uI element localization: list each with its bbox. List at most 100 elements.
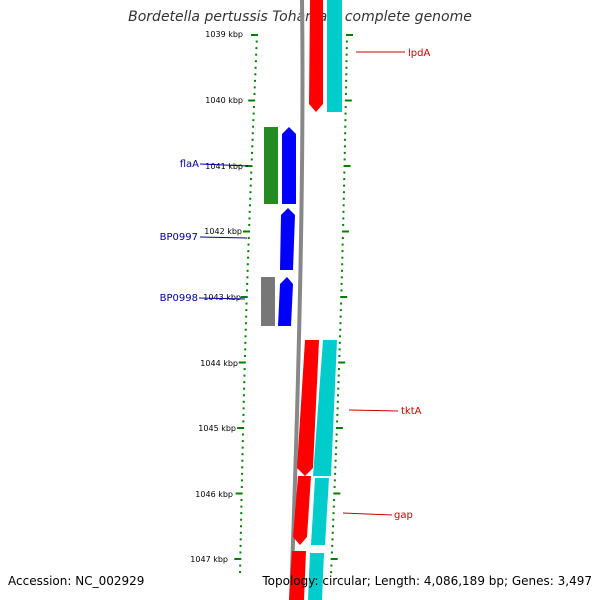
outer-tick-minor — [339, 322, 342, 325]
cds-flaA[interactable] — [264, 127, 278, 204]
inner-tick-minor — [242, 400, 245, 403]
inner-tick-minor — [239, 525, 242, 528]
outer-tick-minor — [334, 453, 337, 456]
cds-BP0998-gray[interactable] — [261, 277, 275, 326]
outer-tick-major — [333, 492, 341, 495]
inner-tick-minor — [249, 197, 252, 200]
inner-tick-minor — [243, 381, 246, 384]
genome-backbone — [289, 0, 305, 600]
cds-tktA-cyan[interactable] — [313, 340, 337, 476]
tick-label-1041: 1041 kbp — [205, 162, 243, 171]
outer-tick-minor — [342, 191, 345, 194]
inner-tick-minor — [239, 551, 242, 554]
cds-lpdA[interactable] — [309, 0, 323, 112]
inner-tick-minor — [241, 466, 244, 469]
tick-label-1043: 1043 kbp — [203, 293, 241, 302]
outer-tick-minor — [337, 381, 340, 384]
inner-tick-minor — [244, 348, 247, 351]
tick-label-1044: 1044 kbp — [200, 359, 238, 368]
outer-tick-major — [344, 99, 352, 102]
inner-tick-minor — [254, 60, 257, 63]
inner-tick-minor — [241, 446, 244, 449]
inner-tick-minor — [241, 472, 244, 475]
inner-tick-minor — [249, 191, 252, 194]
outer-tick-major — [340, 296, 348, 298]
inner-tick-minor — [242, 394, 245, 397]
cds-BP0998[interactable] — [278, 277, 293, 326]
outer-tick-minor — [333, 499, 336, 502]
gene-label-tktA[interactable]: tktA — [401, 406, 422, 417]
outer-tick-minor — [337, 394, 340, 397]
gene-label-BP0997[interactable]: BP0997 — [160, 232, 198, 243]
cds-lpdA-cyan[interactable] — [327, 0, 342, 112]
inner-tick-minor — [246, 269, 249, 272]
inner-tick-minor — [244, 335, 247, 338]
inner-tick-minor — [254, 73, 257, 76]
outer-tick-minor — [340, 269, 343, 272]
outer-tick-minor — [345, 53, 348, 56]
inner-tick-minor — [251, 151, 254, 154]
inner-tick-minor — [252, 112, 255, 115]
inner-tick-minor — [245, 309, 248, 312]
cds-cyan-bottom[interactable] — [308, 553, 324, 600]
inner-tick-minor — [249, 184, 252, 187]
inner-tick-minor — [252, 125, 255, 128]
outer-tick-minor — [334, 459, 337, 462]
tick-label-1046: 1046 kbp — [195, 490, 233, 499]
outer-tick-minor — [335, 433, 338, 436]
inner-tick-minor — [246, 276, 249, 279]
outer-tick-minor — [340, 276, 343, 279]
outer-tick-minor — [339, 309, 342, 312]
outer-tick-minor — [341, 263, 344, 266]
genome-stats-text: Topology: circular; Length: 4,086,189 bp… — [262, 574, 592, 588]
cds-tktA[interactable] — [297, 340, 319, 476]
inner-tick-minor — [243, 368, 246, 371]
inner-tick-minor — [250, 171, 253, 174]
inner-tick-minor — [241, 440, 244, 443]
inner-tick-minor — [239, 544, 242, 547]
cds-red-bottom[interactable] — [289, 551, 306, 600]
outer-tick-minor — [343, 171, 346, 174]
inner-tick-minor — [244, 341, 247, 344]
leader-line-gap — [342, 512, 393, 516]
inner-tick-major — [234, 558, 242, 560]
inner-tick-minor — [253, 86, 256, 89]
inner-tick-minor — [240, 505, 243, 508]
inner-tick-minor — [240, 485, 243, 488]
outer-tick-minor — [333, 485, 336, 488]
inner-tick-minor — [245, 315, 248, 318]
outer-tick-minor — [332, 525, 335, 528]
outer-tick-major — [346, 34, 353, 36]
leader-line-flaA — [199, 163, 249, 167]
outer-tick-major — [343, 165, 351, 167]
inner-tick-minor — [240, 512, 243, 515]
inner-tick-minor — [244, 322, 247, 325]
outer-tick-minor — [335, 440, 338, 443]
cds-BP0997[interactable] — [280, 208, 295, 270]
gene-label-lpdA[interactable]: lpdA — [408, 48, 430, 59]
gene-label-gap[interactable]: gap — [394, 510, 413, 521]
inner-tick-minor — [240, 518, 243, 521]
inner-tick-minor — [253, 92, 256, 95]
cds-gap-cyan[interactable] — [311, 478, 329, 545]
inner-tick-minor — [255, 40, 258, 43]
cds-gap[interactable] — [293, 476, 311, 545]
outer-tick-minor — [345, 66, 348, 69]
outer-tick-minor — [335, 446, 338, 449]
inner-tick-minor — [248, 217, 251, 220]
gene-label-flaA[interactable]: flaA — [180, 159, 199, 170]
outer-tick-minor — [331, 544, 334, 547]
inner-tick-minor — [243, 374, 246, 377]
cds-blue-1[interactable] — [282, 127, 296, 204]
outer-tick-minor — [339, 315, 342, 318]
leader-line-BP0998 — [198, 297, 246, 300]
inner-tick-major — [242, 230, 250, 233]
outer-tick-major — [335, 427, 343, 429]
gene-label-BP0998[interactable]: BP0998 — [160, 293, 198, 304]
inner-tick-minor — [240, 499, 243, 502]
inner-tick-minor — [248, 204, 251, 207]
inner-tick-minor — [246, 282, 249, 285]
inner-tick-minor — [241, 453, 244, 456]
outer-tick-minor — [332, 518, 335, 521]
